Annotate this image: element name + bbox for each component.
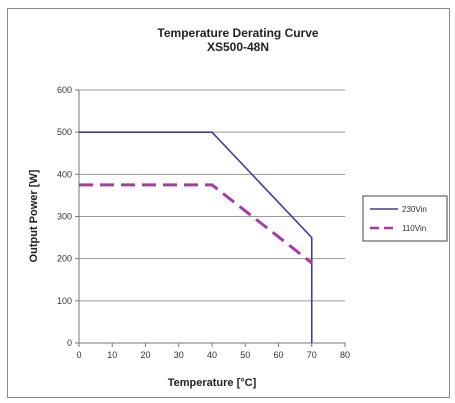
series-line-230vin: [79, 131, 313, 343]
x-tick-label: 50: [240, 350, 250, 360]
x-tick-label: 20: [140, 350, 150, 360]
x-tick-label: 0: [76, 350, 81, 360]
x-tick-label: 10: [107, 350, 117, 360]
y-tick-label: 200: [57, 254, 72, 264]
x-tick-label: 30: [174, 350, 184, 360]
y-tick-labels: 0 100 200 300 400 500 600: [57, 85, 79, 348]
legend-box: [362, 195, 448, 242]
x-tick-label: 60: [273, 350, 283, 360]
y-tick-label: 400: [57, 169, 72, 179]
series-layer: [78, 131, 313, 344]
chart-subtitle: XS500-48N: [207, 40, 269, 54]
y-tick-label: 300: [57, 212, 72, 222]
x-axis-title: Temperature [°C]: [168, 377, 257, 389]
grid-lines: [79, 89, 345, 302]
series-line-110vin: [79, 183, 313, 265]
y-axis-title: Output Power [W]: [28, 169, 40, 262]
y-tick-label: 0: [67, 338, 72, 348]
legend: 230Vin 110Vin: [362, 195, 448, 242]
y-tick-label: 100: [57, 296, 72, 306]
legend-label-110vin: 110Vin: [402, 224, 426, 233]
chart-title: Temperature Derating Curve: [157, 26, 318, 40]
y-tick-label: 500: [57, 127, 72, 137]
x-tick-label: 40: [207, 350, 217, 360]
legend-label-230vin: 230Vin: [402, 205, 427, 214]
x-tick-label: 70: [307, 350, 317, 360]
y-tick-label: 600: [57, 85, 72, 95]
x-tick-labels: 0 10 20 30 40 50 60 70 80: [76, 343, 350, 360]
x-tick-label: 80: [340, 350, 350, 360]
